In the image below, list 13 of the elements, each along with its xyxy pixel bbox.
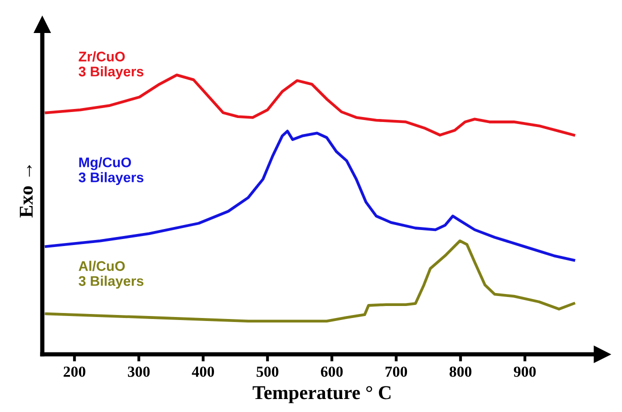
x-axis-title: Temperature ° C	[252, 386, 390, 404]
text: Mg/CuO 3 Bilayers	[78, 157, 144, 186]
x-tick-label: 900	[514, 366, 536, 377]
x-tick-label: 300	[128, 366, 150, 377]
x-tick-label: 200	[64, 366, 86, 377]
y-axis-title: Exo →	[20, 165, 33, 218]
x-tick-label: 800	[450, 366, 472, 377]
series-label: Al/CuO 3 Bilayers	[78, 260, 144, 289]
x-tick-label: 500	[256, 366, 278, 377]
series-label: Zr/CuO 3 Bilayers	[78, 51, 144, 80]
x-tick-label: 400	[192, 366, 214, 377]
x-tick-label: 600	[320, 366, 343, 377]
x-tick-label: 700	[386, 366, 408, 377]
